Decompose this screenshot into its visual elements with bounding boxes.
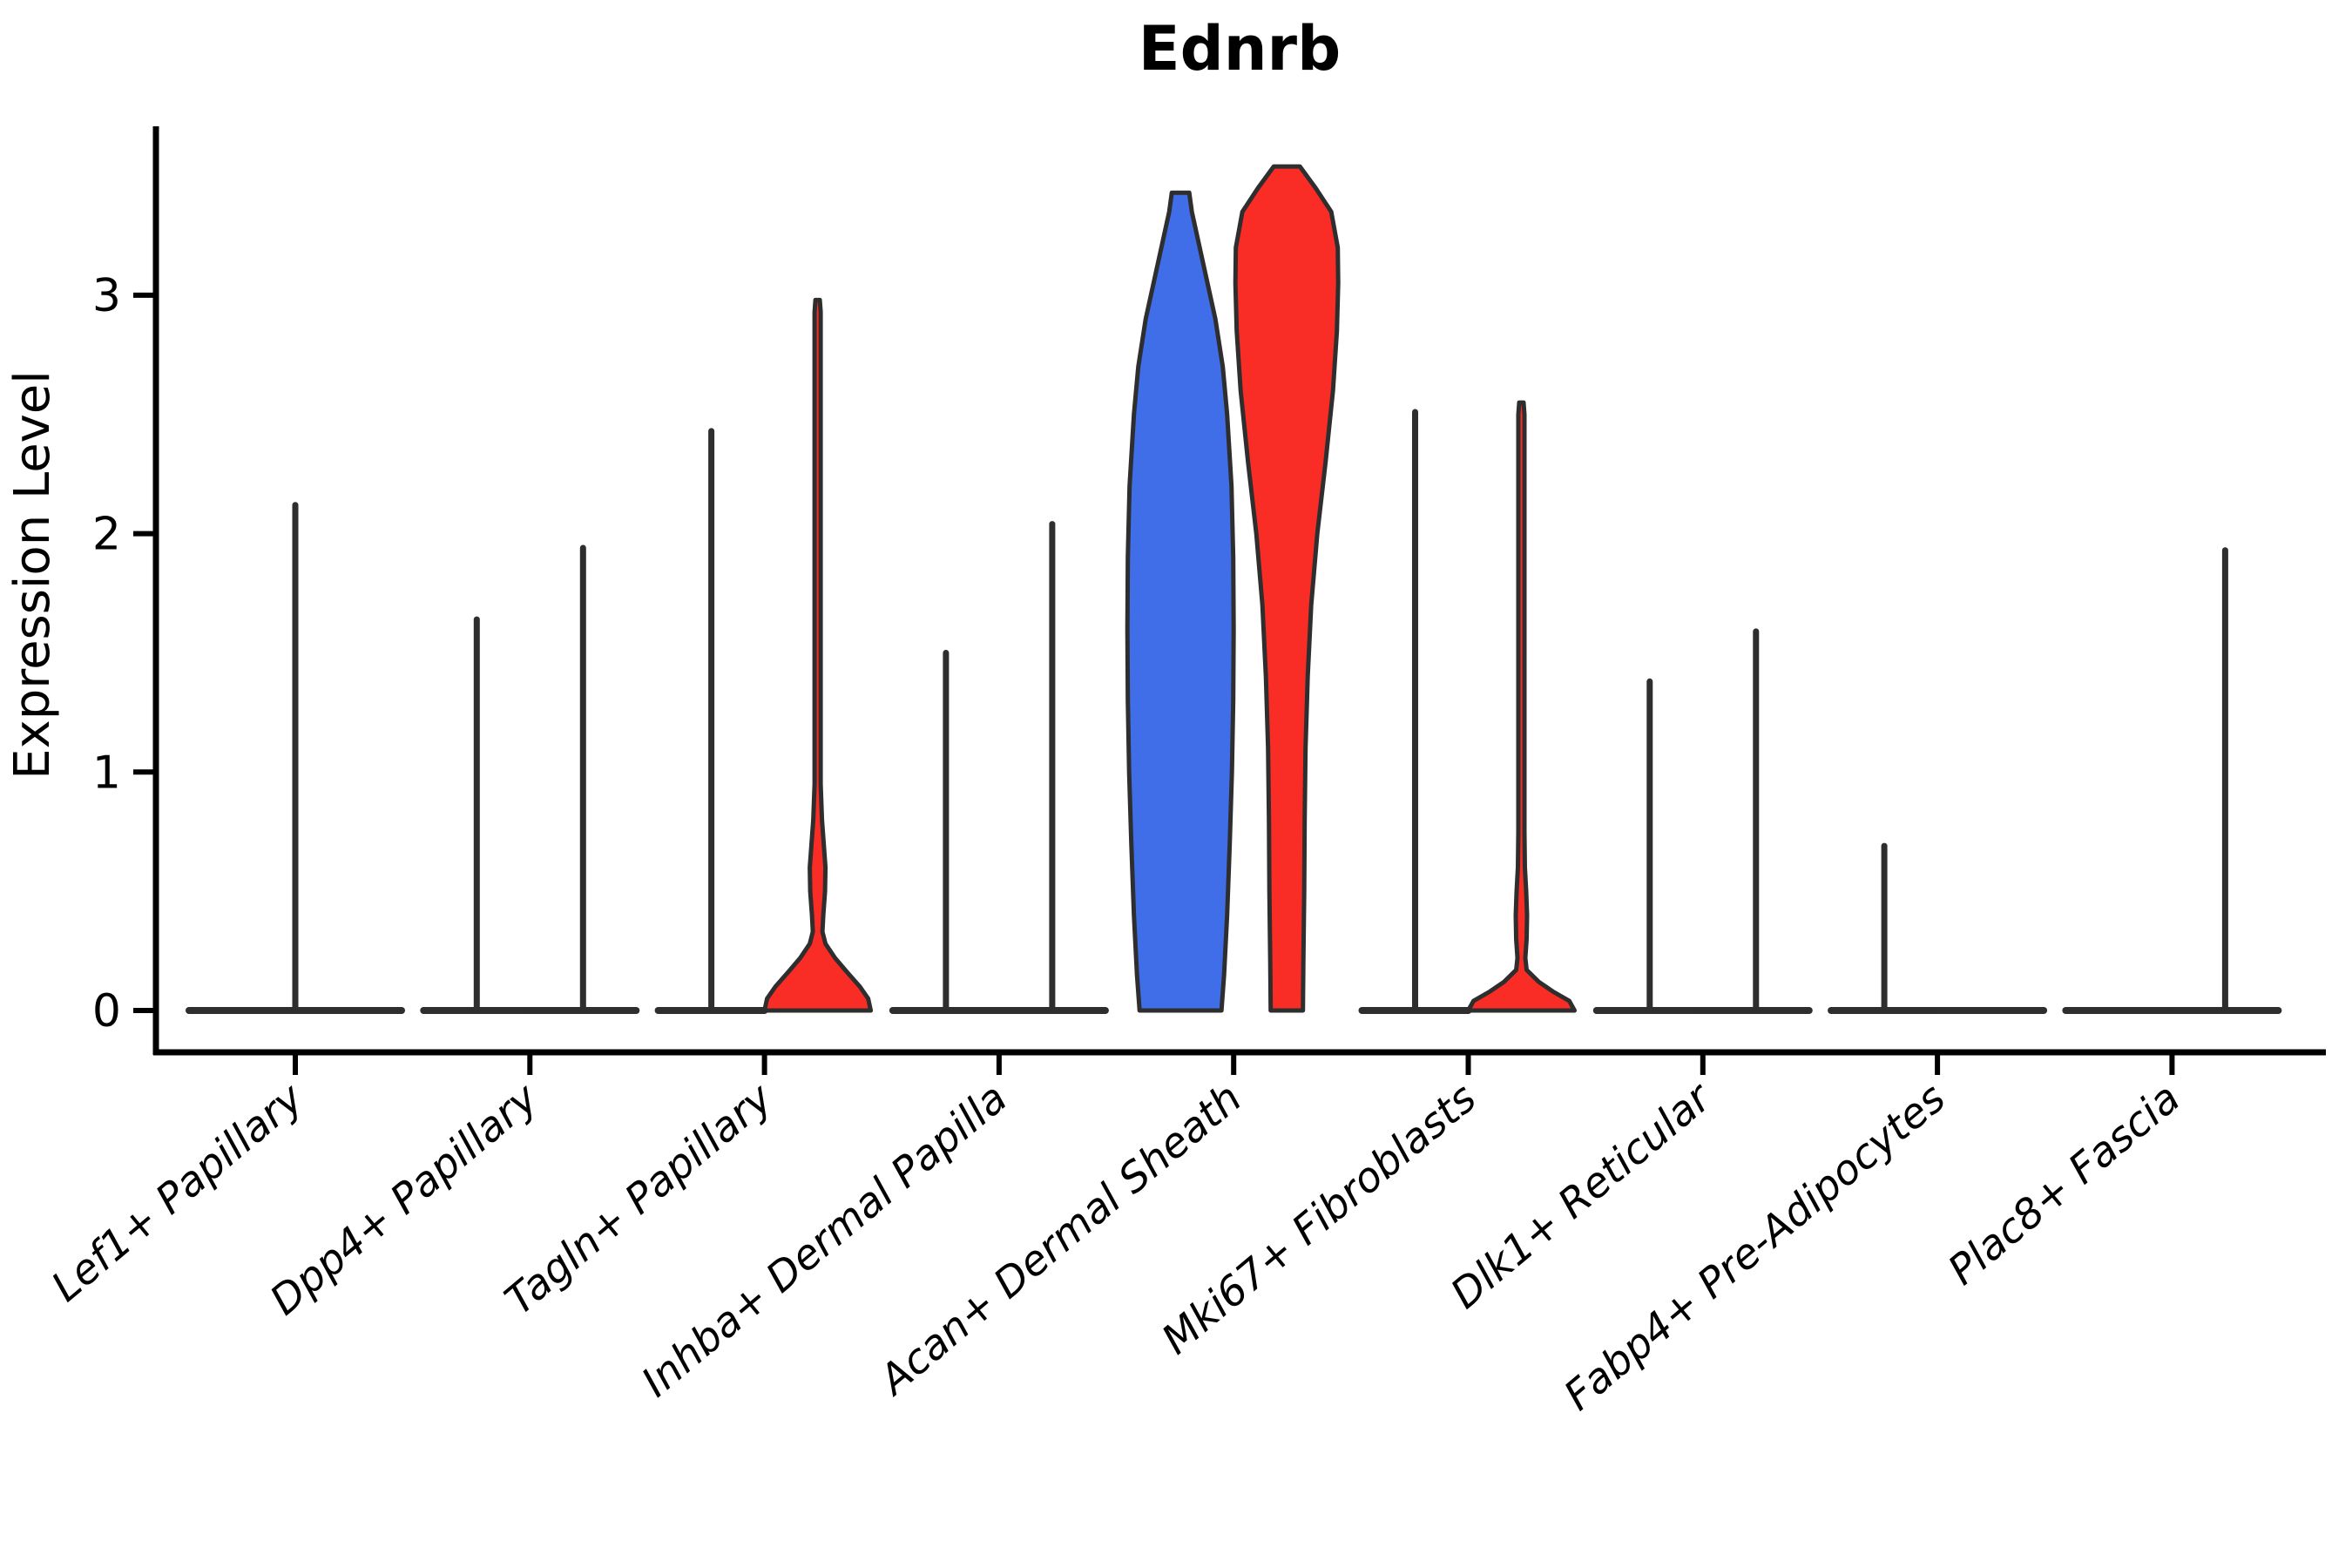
y-axis-label: Expression Level [4,370,61,780]
y-tick-label: 3 [92,270,121,322]
x-tick-label: Lef1+ Papillary [43,1073,313,1311]
x-tick-label: Fabp4+ Pre-Adipocytes [1555,1074,1955,1420]
violin-shape [762,297,874,1013]
violin-shape [1125,190,1236,1013]
y-tick-label: 2 [92,509,121,561]
violin-shape [1466,400,1577,1013]
violin-shape [1233,164,1341,1013]
chart-title: Ednrb [1139,13,1341,84]
y-tick-label: 0 [92,985,121,1037]
x-tick-label: Plac8+ Fascia [1939,1074,2189,1294]
y-tick-label: 1 [92,747,121,799]
